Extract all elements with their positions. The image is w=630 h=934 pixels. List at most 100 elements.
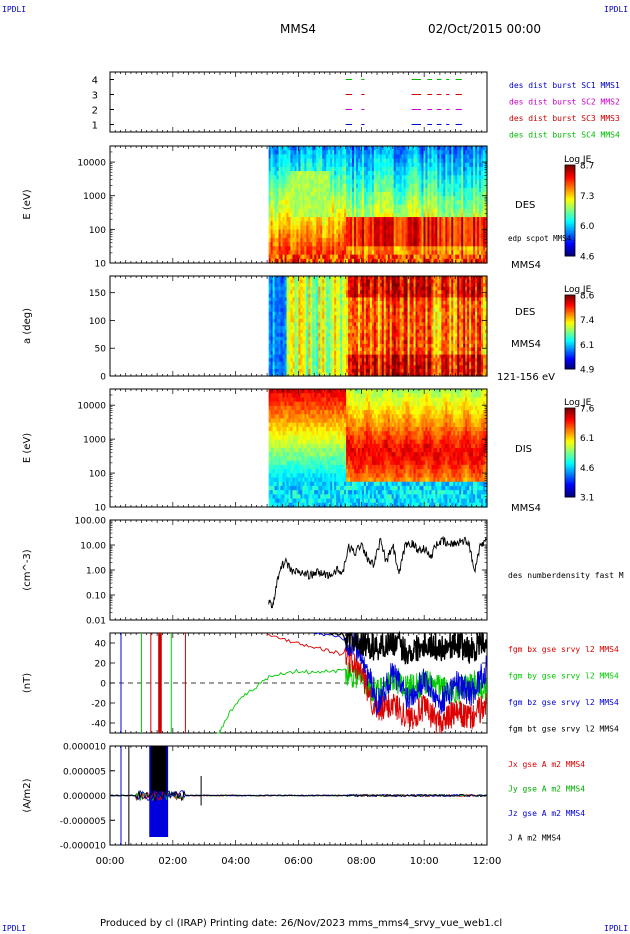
spectrogram-cell (357, 175, 361, 181)
spectrogram-cell (296, 336, 300, 341)
burst-legend-entry: des dist burst SC3 MMS3 (509, 114, 620, 123)
spectrogram-cell (284, 225, 288, 231)
spectrogram-cell (336, 154, 339, 160)
spectrogram-cell (483, 254, 486, 260)
colorbar-cell (565, 187, 575, 191)
spectrogram-cell (485, 196, 488, 201)
spectrogram-cell (316, 318, 319, 324)
spectrogram-cell (320, 242, 323, 247)
spectrogram-cell (352, 229, 355, 235)
spectrogram-cell (280, 187, 284, 193)
spectrogram-cell (276, 283, 280, 288)
spectrogram-cell (393, 233, 397, 239)
spectrogram-cell (314, 308, 317, 313)
spectrogram-cell (459, 146, 462, 151)
spectrogram-cell (270, 290, 274, 295)
spectrogram-cell (355, 293, 359, 299)
spectrogram-cell (324, 200, 327, 206)
spectrogram-cell (445, 212, 448, 218)
spectrogram-cell (334, 237, 337, 243)
spectrogram-cell (449, 246, 452, 252)
spectrogram-cell (268, 322, 272, 327)
spectrogram-cell (369, 158, 373, 164)
spectrogram-cell (361, 354, 365, 359)
spectrogram-cell (308, 347, 311, 352)
spectrogram-cell (326, 315, 329, 320)
spectrogram-cell (276, 304, 280, 309)
spectrogram-cell (483, 196, 486, 201)
spectrogram-cell (483, 246, 486, 252)
spectrogram-cell (419, 237, 423, 243)
spectrogram-cell (350, 196, 353, 201)
spectrogram-cell (306, 351, 309, 356)
spectrogram-cell (324, 204, 327, 210)
colorbar-cell (565, 237, 575, 241)
spectrogram-cell (375, 225, 379, 231)
spectrogram-cell (431, 229, 435, 235)
spectrogram-cell (433, 246, 436, 252)
spectrogram-cell (443, 179, 446, 185)
spectrogram-cell (312, 204, 315, 210)
spectrogram-cell (282, 217, 286, 222)
spectrogram-cell (447, 242, 450, 247)
spectrogram-cell (417, 237, 421, 243)
spectrogram-cell (336, 250, 339, 256)
spectrogram-cell (314, 217, 317, 222)
spectrogram-cell (451, 204, 454, 210)
spectrogram-cell (276, 150, 280, 155)
spectrogram-cell (401, 146, 405, 151)
spectrogram-cell (371, 187, 375, 193)
spectrogram-cell (278, 311, 282, 316)
spectrogram-cell (359, 336, 363, 341)
spectrogram-cell (328, 221, 331, 226)
spectrogram-cell (401, 158, 405, 164)
spectrogram-cell (463, 208, 466, 214)
spectrogram-cell (340, 225, 343, 231)
spectrogram-cell (453, 233, 456, 239)
spectrogram-cell (298, 150, 302, 155)
spectrogram-cell (363, 308, 367, 313)
spectrogram-cell (475, 187, 478, 193)
spectrogram-cell (354, 322, 357, 327)
spectrogram-cell (350, 301, 353, 306)
spectrogram-cell (435, 233, 438, 239)
spectrogram-cell (399, 221, 403, 226)
spectrogram-cell (282, 146, 286, 151)
spectrogram-cell (294, 166, 298, 172)
spectrogram-cell (290, 351, 294, 356)
spectrogram-cell (320, 301, 323, 306)
spectrogram-cell (369, 217, 373, 222)
des-energy-y-tick-label: 100 (89, 226, 106, 236)
spectrogram-cell (344, 326, 347, 331)
colorbar-cell (565, 251, 575, 255)
spectrogram-cell (352, 347, 355, 352)
spectrogram-cell (328, 237, 331, 243)
spectrogram-cell (425, 250, 429, 256)
spectrogram-cell (270, 368, 274, 374)
spectrogram-cell (427, 250, 431, 256)
spectrogram-cell (411, 171, 415, 176)
spectrogram-cell (312, 175, 315, 181)
spectrogram-cell (383, 171, 387, 176)
spectrogram-cell (453, 208, 456, 214)
spectrogram-cell (274, 254, 278, 260)
spectrogram-cell (334, 233, 337, 239)
spectrogram-cell (385, 212, 389, 218)
spectrogram-cell (421, 200, 425, 206)
spectrogram-cell (435, 150, 438, 155)
spectrogram-cell (342, 221, 345, 226)
spectrogram-cell (292, 308, 296, 313)
spectrogram-cell (294, 318, 298, 324)
spectrogram-cell (284, 204, 288, 210)
spectrogram-cell (296, 179, 300, 185)
spectrogram-cell (276, 212, 280, 218)
spectrogram-cell (318, 229, 321, 235)
spectrogram-cell (300, 304, 303, 309)
spectrogram-cell (270, 286, 274, 291)
spectrogram-cell (296, 358, 300, 363)
spectrogram-cell (350, 162, 353, 168)
spectrogram-cell (359, 301, 363, 306)
spectrogram-cell (286, 361, 290, 366)
spectrogram-cell (298, 179, 302, 185)
spectrogram-cell (304, 200, 307, 206)
